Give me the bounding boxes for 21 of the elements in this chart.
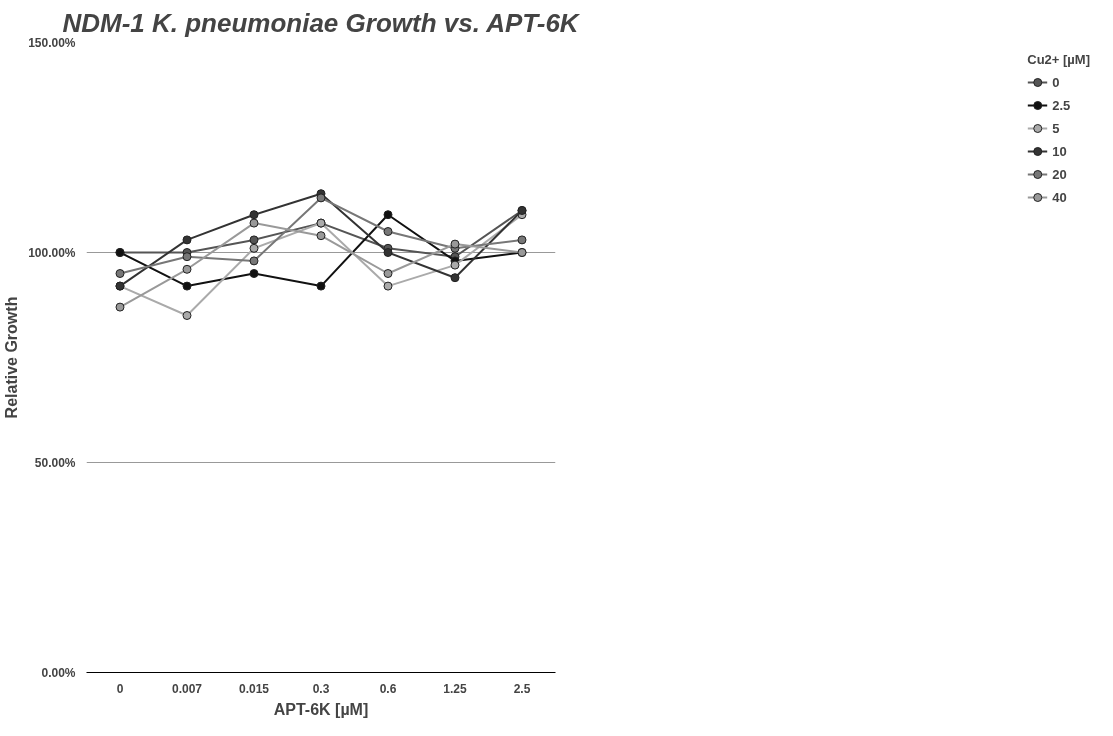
y-axis-title: Relative Growth: [3, 296, 21, 419]
x-tick-label: 0.3: [312, 681, 330, 696]
x-tick-label: 0.015: [238, 681, 270, 696]
legend-label: 0: [1052, 74, 1061, 90]
x-tick-label: 2.5: [513, 681, 531, 696]
x-tick-label: 1.25: [443, 681, 467, 696]
x-axis-title: APT-6K [µM]: [273, 700, 369, 718]
y-tick-label: 150.00%: [28, 35, 76, 50]
legend-label: 20: [1052, 166, 1068, 182]
x-tick-label: 0.007: [171, 681, 203, 696]
x-tick-label: 0: [116, 681, 124, 696]
legend-label: 5: [1052, 120, 1061, 136]
legend-title: Cu2+ [µM]: [1027, 52, 1090, 67]
chart-title: NDM-1 K. pneumoniae Growth vs. APT-6K: [62, 7, 581, 38]
legend-label: 40: [1052, 189, 1068, 205]
y-tick-label: 100.00%: [28, 245, 76, 260]
y-tick-label: 0.00%: [41, 665, 76, 680]
legend-label: 2.5: [1052, 97, 1072, 113]
y-tick-label: 50.00%: [34, 455, 76, 470]
x-tick-label: 0.6: [379, 681, 397, 696]
legend-label: 10: [1052, 143, 1068, 159]
